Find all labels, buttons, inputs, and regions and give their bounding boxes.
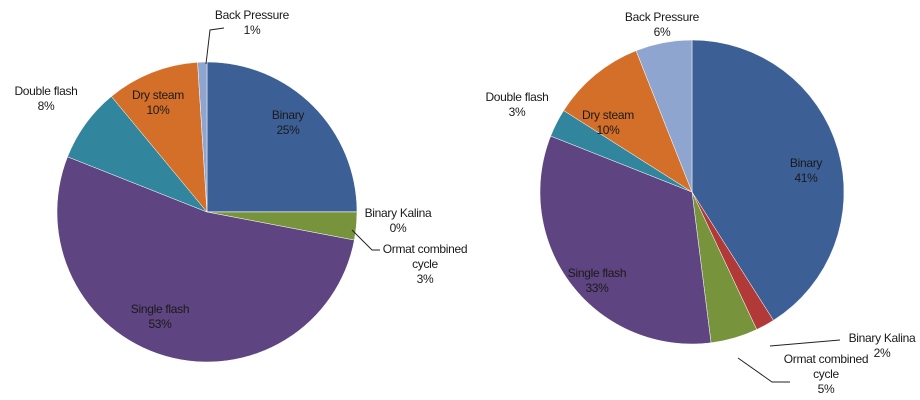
- category-label: Binary Kalina: [364, 206, 432, 220]
- value-label: 25%: [276, 123, 300, 137]
- slice-label: Binary 41%: [776, 156, 836, 186]
- value-label: 5%: [817, 382, 835, 396]
- leader-line: [351, 229, 380, 251]
- slice-label: Binary Kalina 2%: [837, 331, 920, 361]
- slice-label: Back Pressure 6%: [612, 10, 712, 40]
- slice-label: Double flash 8%: [1, 84, 91, 114]
- slice-label: Back Pressure 1%: [202, 8, 302, 38]
- value-label: 8%: [37, 99, 55, 113]
- pie-slice: [539, 135, 712, 345]
- pie-slice: [635, 39, 693, 193]
- slice-label: Ormat combined cycle 5%: [779, 352, 874, 397]
- category-label: Back Pressure: [624, 10, 700, 24]
- slice-label: Binary 25%: [258, 108, 318, 138]
- category-label: Double flash: [14, 84, 78, 98]
- value-label: 6%: [653, 25, 671, 39]
- category-label: Double flash: [485, 90, 549, 104]
- slice-label: Ormat combined cycle 3%: [375, 242, 475, 287]
- value-label: 0%: [389, 221, 407, 235]
- category-label: Back Pressure: [214, 8, 290, 22]
- category-label: Dry steam: [132, 88, 184, 102]
- value-label: 10%: [596, 123, 620, 137]
- category-label: Dry steam: [582, 108, 634, 122]
- category-label: Binary: [271, 108, 305, 122]
- value-label: 33%: [585, 281, 609, 295]
- category-label: Binary Kalina: [848, 331, 916, 345]
- pie-slice: [56, 156, 355, 363]
- pie-slice: [206, 61, 358, 213]
- leader-line: [769, 339, 841, 347]
- value-label: 10%: [146, 103, 170, 117]
- pie-slice: [111, 62, 208, 213]
- slice-label: Dry steam 10%: [573, 108, 643, 138]
- category-label: Single flash: [567, 266, 627, 280]
- value-label: 1%: [243, 23, 261, 37]
- category-label: Single flash: [130, 302, 190, 316]
- leader-line: [205, 27, 225, 65]
- leader-line: [737, 357, 790, 383]
- slice-label: Binary Kalina 0%: [353, 206, 443, 236]
- value-label: 53%: [148, 317, 172, 331]
- value-label: 3%: [416, 272, 434, 286]
- value-label: 2%: [873, 346, 891, 360]
- slice-label: Single flash 33%: [552, 266, 642, 296]
- pie-slice: [197, 61, 208, 213]
- pie-slice: [691, 39, 845, 321]
- value-label: 3%: [508, 105, 526, 119]
- leader-lines: [205, 27, 841, 383]
- category-label: Ormat combined cycle: [382, 242, 468, 271]
- slice-label: Dry steam 10%: [123, 88, 193, 118]
- pie-slice: [563, 50, 693, 193]
- slice-label: Single flash 53%: [115, 302, 205, 332]
- category-label: Binary: [789, 156, 823, 170]
- value-label: 41%: [794, 171, 818, 185]
- category-label: Ormat combined cycle: [783, 352, 869, 381]
- slice-label: Double flash 3%: [472, 90, 562, 120]
